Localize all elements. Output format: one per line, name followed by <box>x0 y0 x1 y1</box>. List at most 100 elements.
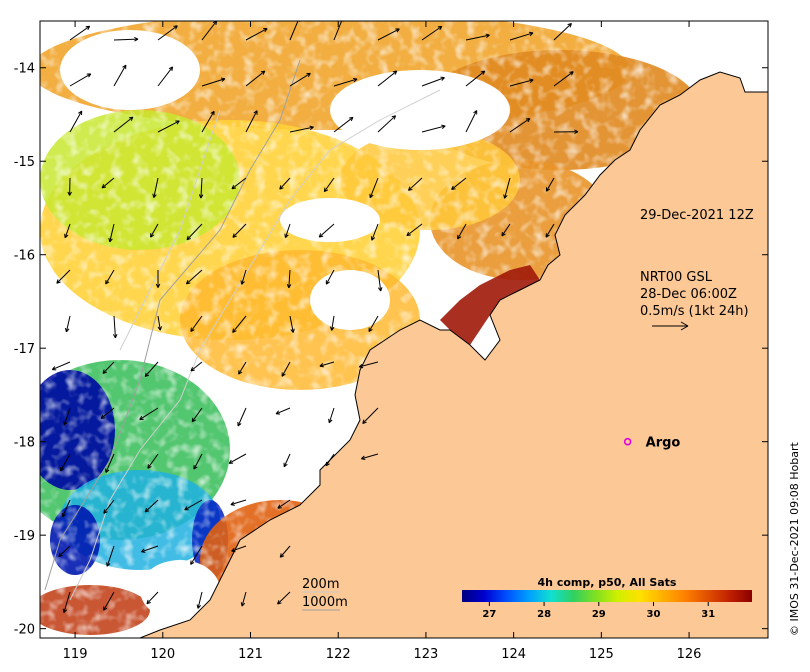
current-arrow <box>501 223 511 237</box>
current-arrow-head <box>141 548 146 553</box>
current-arrow <box>406 223 423 237</box>
current-arrow <box>284 223 291 238</box>
current-arrow-head <box>574 129 579 135</box>
current-arrow <box>144 499 159 513</box>
current-arrow-head <box>306 72 311 78</box>
current-arrow <box>200 177 203 199</box>
current-arrow-head <box>253 110 258 115</box>
current-arrow <box>377 28 400 41</box>
current-arrow-head <box>529 78 534 83</box>
current-arrow <box>465 34 490 41</box>
bathymetry-contour <box>44 59 301 591</box>
current-arrow-head <box>260 70 266 75</box>
current-arrow-head <box>190 560 195 565</box>
current-arrow-head <box>210 110 215 116</box>
current-arrows <box>51 21 579 613</box>
current-arrow-head <box>101 184 107 189</box>
current-arrow-head <box>62 608 67 613</box>
current-arrow <box>331 315 335 331</box>
current-arrow <box>197 591 203 609</box>
current-arrow-head <box>263 28 268 33</box>
current-arrow-head <box>134 36 139 42</box>
current-arrow <box>451 177 467 190</box>
current-arrow-head <box>567 23 572 28</box>
current-arrow-head <box>232 328 237 333</box>
current-arrow-head <box>231 547 236 553</box>
current-arrow <box>231 545 247 552</box>
current-arrow-head <box>369 193 374 199</box>
current-arrow <box>371 223 379 241</box>
land-mass <box>140 21 768 638</box>
current-arrow-head <box>392 70 398 75</box>
current-arrow <box>333 116 354 133</box>
colorbar-title: 4h comp, p50, All Sats <box>538 576 677 589</box>
current-arrow <box>369 177 379 198</box>
current-arrow-head <box>106 562 111 567</box>
current-arrow <box>144 361 159 377</box>
current-arrow-head <box>329 326 335 331</box>
current-arrow <box>281 361 291 377</box>
current-arrow <box>457 223 467 240</box>
current-arrow-head <box>457 234 462 240</box>
current-arrow-head <box>231 184 237 190</box>
current-arrow <box>113 116 134 133</box>
current-arrow <box>228 453 247 464</box>
current-arrow <box>109 223 115 243</box>
y-axis: -14 -15 -16 -17 -18 -19 -20 <box>14 62 768 638</box>
current-arrow-head <box>290 328 295 333</box>
current-arrow-head <box>198 194 204 199</box>
current-arrow <box>325 269 335 285</box>
current-arrow-head <box>58 552 63 558</box>
argo-float-marker[interactable] <box>623 437 632 446</box>
current-arrow-head <box>103 606 108 611</box>
current-arrow-head <box>368 327 373 332</box>
current-arrow-head <box>284 233 289 239</box>
current-arrow <box>147 453 159 469</box>
current-arrow <box>362 407 379 424</box>
colorbar-scale <box>462 590 752 602</box>
current-arrow <box>289 72 311 87</box>
current-arrow-head <box>61 512 66 518</box>
current-arrow <box>157 25 178 41</box>
current-arrow <box>509 79 534 87</box>
current-arrow-head <box>480 70 486 75</box>
current-arrow-head <box>86 73 92 78</box>
colorbar-tick-label: 29 <box>592 609 606 620</box>
current-arrow-head <box>473 110 478 115</box>
current-arrow-head <box>85 25 91 30</box>
current-arrow-head <box>228 459 234 464</box>
map-plot-area[interactable]: Argo 29-Dec-2021 12Z NRT00 GSL 28-Dec 06… <box>10 10 768 638</box>
current-arrow <box>56 269 71 284</box>
current-arrow <box>186 269 203 285</box>
current-arrow-head <box>569 71 574 76</box>
current-arrow <box>325 453 335 467</box>
current-arrow <box>231 177 247 190</box>
current-arrow-head <box>105 279 110 285</box>
current-arrow <box>421 25 443 41</box>
current-arrow <box>553 23 572 41</box>
current-arrow <box>60 453 71 472</box>
current-arrow <box>368 315 379 332</box>
bathymetry-contour <box>119 109 221 351</box>
current-arrow <box>105 269 115 285</box>
current-arrow <box>421 125 446 133</box>
current-arrow <box>100 407 115 419</box>
current-arrow-head <box>63 421 68 426</box>
current-arrow-head <box>440 76 445 81</box>
current-arrow-head <box>230 501 235 506</box>
current-arrow <box>232 223 247 238</box>
current-arrow <box>52 361 71 371</box>
current-arrow <box>69 73 91 87</box>
current-arrow-head <box>155 283 161 288</box>
current-arrow <box>289 126 314 133</box>
current-arrow <box>237 407 247 427</box>
current-arrow-head <box>64 233 69 239</box>
current-arrow <box>113 38 139 41</box>
current-arrow <box>288 269 291 288</box>
current-arrow-head <box>184 506 189 511</box>
current-arrow-head <box>328 418 333 424</box>
current-arrow-head <box>391 115 397 120</box>
current-arrow <box>69 110 83 133</box>
y-tick-label: -19 <box>14 529 35 544</box>
